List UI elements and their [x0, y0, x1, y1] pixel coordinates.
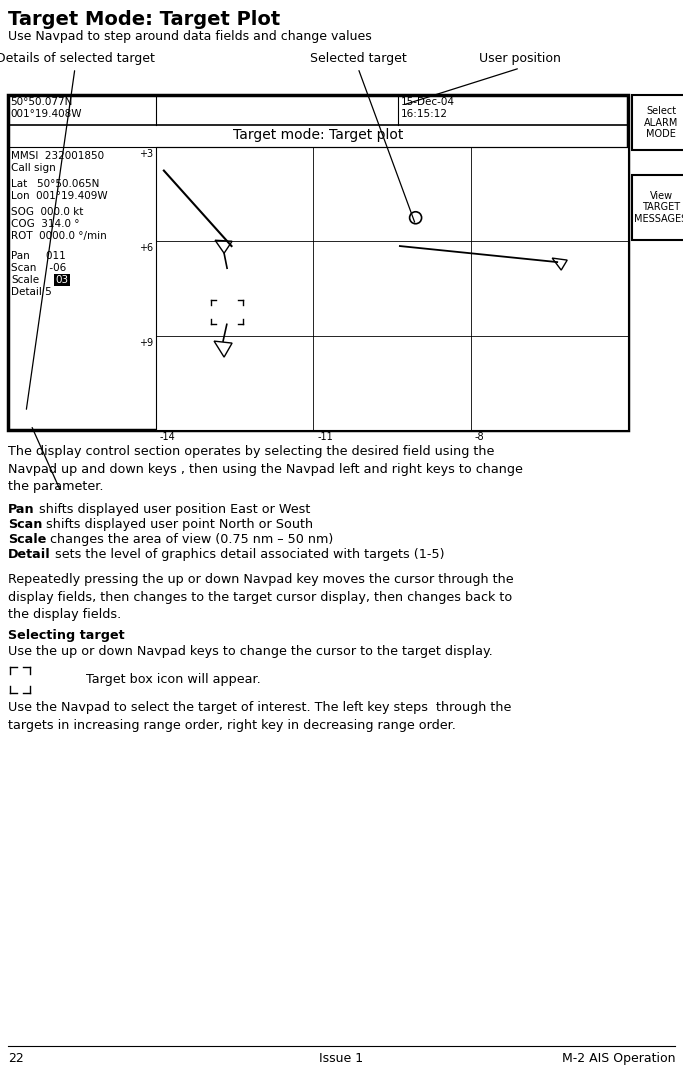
Text: Scale: Scale [11, 275, 39, 285]
Text: -8: -8 [475, 432, 484, 442]
Text: +3: +3 [139, 149, 153, 159]
Text: +6: +6 [139, 243, 153, 253]
Text: +9: +9 [139, 337, 153, 348]
FancyBboxPatch shape [8, 95, 628, 430]
Text: ROT  0000.0 °/min: ROT 0000.0 °/min [11, 230, 107, 241]
Text: Target mode: Target plot: Target mode: Target plot [233, 128, 403, 142]
Text: shifts displayed user point North or South: shifts displayed user point North or Sou… [42, 517, 313, 531]
Text: Detail 5: Detail 5 [11, 287, 52, 297]
Text: -11: -11 [318, 432, 333, 442]
Text: Select
ALARM
MODE: Select ALARM MODE [644, 106, 678, 139]
Text: -14: -14 [160, 432, 176, 442]
Text: Selecting target: Selecting target [8, 630, 124, 642]
Text: Pan: Pan [8, 503, 35, 516]
FancyBboxPatch shape [632, 95, 683, 150]
Text: 03: 03 [55, 275, 68, 285]
Text: Detail: Detail [8, 548, 51, 561]
Text: changes the area of view (0.75 nm – 50 nm): changes the area of view (0.75 nm – 50 n… [46, 534, 333, 546]
Text: Use the up or down Navpad keys to change the cursor to the target display.: Use the up or down Navpad keys to change… [8, 644, 492, 658]
FancyBboxPatch shape [156, 147, 628, 430]
Text: 50°50.077N
001°19.408W: 50°50.077N 001°19.408W [10, 97, 81, 118]
Text: Repeatedly pressing the up or down Navpad key moves the cursor through the
displ: Repeatedly pressing the up or down Navpa… [8, 573, 514, 621]
Text: Details of selected target: Details of selected target [0, 52, 154, 65]
FancyBboxPatch shape [54, 274, 70, 286]
Text: sets the level of graphics detail associated with targets (1-5): sets the level of graphics detail associ… [51, 548, 444, 561]
Text: Pan     011: Pan 011 [11, 251, 66, 261]
Text: M-2 AIS Operation: M-2 AIS Operation [561, 1052, 675, 1065]
Text: Scan: Scan [8, 517, 42, 531]
FancyBboxPatch shape [632, 175, 683, 240]
Text: MMSI  232001850: MMSI 232001850 [11, 152, 104, 161]
Text: Scale: Scale [8, 534, 46, 546]
Text: COG  314.0 °: COG 314.0 ° [11, 219, 79, 229]
Text: Selected target: Selected target [309, 52, 406, 65]
Text: View
TARGET
MESSAGES: View TARGET MESSAGES [635, 191, 683, 224]
Text: 15-Dec-04
16:15:12: 15-Dec-04 16:15:12 [401, 97, 455, 118]
Text: 22: 22 [8, 1052, 24, 1065]
Text: The display control section operates by selecting the desired field using the
Na: The display control section operates by … [8, 445, 523, 493]
Text: Use Navpad to step around data fields and change values: Use Navpad to step around data fields an… [8, 30, 372, 43]
Text: Scan    -06: Scan -06 [11, 262, 66, 273]
Text: SOG  000.0 kt: SOG 000.0 kt [11, 207, 83, 217]
Text: User position: User position [479, 52, 561, 65]
Text: Issue 1: Issue 1 [319, 1052, 363, 1065]
Text: Lon  001°19.409W: Lon 001°19.409W [11, 191, 108, 201]
Text: Target box icon will appear.: Target box icon will appear. [46, 673, 261, 686]
Text: Target Mode: Target Plot: Target Mode: Target Plot [8, 10, 280, 29]
Text: Lat   50°50.065N: Lat 50°50.065N [11, 179, 99, 189]
Text: Use the Navpad to select the target of interest. The left key steps  through the: Use the Navpad to select the target of i… [8, 701, 512, 732]
Text: Call sign: Call sign [11, 163, 56, 173]
Text: shifts displayed user position East or West: shifts displayed user position East or W… [35, 503, 310, 516]
